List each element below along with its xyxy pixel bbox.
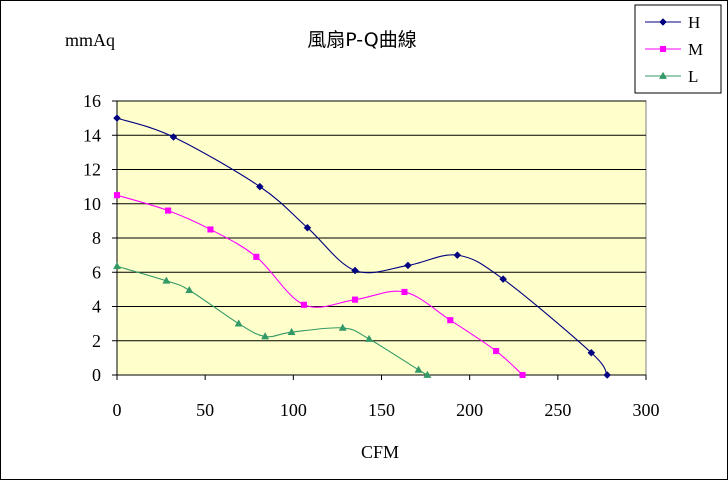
series-line-H	[116, 117, 608, 376]
y-tick-label: 14	[83, 125, 101, 145]
data-point-L-6	[338, 323, 347, 331]
data-point-M-8	[493, 347, 500, 355]
y-tick-label: 8	[92, 228, 101, 248]
series-line-L	[116, 265, 428, 376]
legend-label-L: L	[688, 67, 698, 86]
legend-label-M: M	[688, 40, 703, 59]
data-point-M-0	[113, 192, 121, 199]
data-point-L-2	[185, 285, 194, 294]
y-axis-label: mmAq	[65, 30, 115, 50]
data-point-M-6	[401, 288, 408, 295]
x-tick-label: 0	[113, 400, 122, 420]
data-point-H-8	[587, 348, 596, 357]
y-tick-label: 16	[83, 91, 101, 111]
data-point-M-2	[207, 226, 214, 233]
data-point-L-5	[287, 327, 296, 336]
x-tick-labels: 0 50 100 150 200 250 300	[113, 400, 660, 420]
data-point-L-1	[162, 276, 171, 284]
y-tick-label: 2	[92, 331, 101, 351]
legend-marker-H	[659, 18, 667, 26]
data-point-M-9	[519, 371, 526, 379]
series-lines	[116, 117, 608, 376]
data-point-L-3	[234, 319, 243, 327]
x-axis-label: CFM	[361, 442, 399, 462]
data-point-M-5	[352, 296, 359, 303]
data-point-H-5	[404, 261, 412, 270]
axes	[116, 101, 646, 376]
y-tick-label: 0	[92, 365, 101, 385]
x-tick-label: 250	[544, 400, 571, 420]
x-tick-label: 200	[456, 400, 483, 420]
legend-marker-L	[658, 71, 668, 79]
y-tick-label: 10	[83, 194, 101, 214]
data-point-H-0	[113, 114, 121, 122]
data-point-L-0	[112, 261, 122, 270]
legend-items: HML	[645, 13, 703, 86]
data-point-L-9	[423, 370, 432, 378]
data-point-M-3	[253, 253, 260, 260]
data-point-H-1	[169, 133, 178, 141]
data-point-M-7	[447, 317, 454, 324]
y-tick-label: 4	[92, 297, 101, 317]
data-point-M-4	[300, 301, 307, 308]
data-point-H-9	[603, 371, 612, 379]
x-tick-label: 150	[368, 400, 395, 420]
data-point-H-7	[499, 275, 508, 283]
data-point-H-6	[453, 251, 462, 259]
series-markers	[112, 114, 612, 379]
data-point-H-2	[255, 182, 264, 191]
y-tick-labels: 0 2 4 6 8 10 12 14 16	[83, 91, 101, 385]
legend: HML	[634, 4, 722, 94]
y-tick-label: 12	[83, 160, 101, 180]
gridlines	[112, 100, 647, 380]
data-point-L-4	[261, 332, 270, 340]
data-point-L-8	[414, 365, 423, 373]
data-point-H-3	[303, 223, 312, 232]
x-tick-label: 100	[280, 400, 307, 420]
series-line-M	[116, 194, 523, 376]
legend-marker-M	[659, 45, 667, 53]
data-point-M-1	[165, 207, 172, 214]
x-tick-label: 50	[196, 400, 214, 420]
y-tick-label: 6	[92, 262, 101, 282]
legend-label-H: H	[688, 13, 700, 32]
x-tick-label: 300	[633, 400, 660, 420]
data-point-H-4	[351, 266, 359, 275]
data-point-L-7	[365, 334, 374, 342]
chart-title: 風扇P-Q曲線	[307, 29, 417, 51]
